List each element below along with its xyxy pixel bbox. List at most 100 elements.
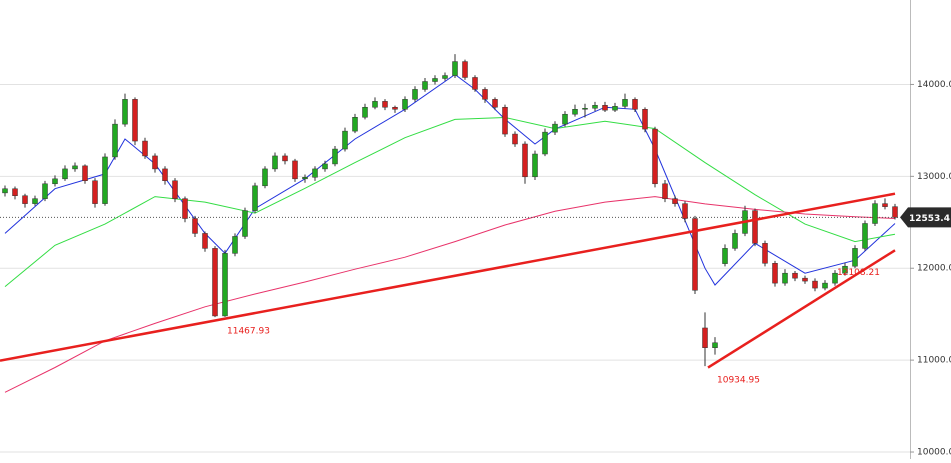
candle-body xyxy=(672,198,678,204)
candle-body xyxy=(442,75,448,79)
candle-body xyxy=(402,99,408,110)
candle-body xyxy=(332,148,338,165)
candle-body xyxy=(412,89,418,100)
candle-body xyxy=(312,168,318,178)
candle-body xyxy=(502,106,508,135)
candle-body xyxy=(532,153,538,178)
candle-body xyxy=(552,123,558,133)
candle-body xyxy=(652,128,658,185)
candle-body xyxy=(512,133,518,145)
candle-body xyxy=(872,203,878,224)
candle-body xyxy=(272,155,278,170)
candle-body xyxy=(782,272,788,284)
candle-body xyxy=(492,99,498,108)
candle-body xyxy=(182,198,188,219)
candle-body xyxy=(612,106,618,111)
candle-body xyxy=(292,160,298,180)
candle-body xyxy=(792,272,798,279)
moving-average-line xyxy=(4,116,896,287)
candle-body xyxy=(852,248,858,267)
candle-body xyxy=(392,106,398,110)
candle-body xyxy=(702,327,708,348)
candle-body xyxy=(732,233,738,249)
annotation-label: 10934.95 xyxy=(717,376,760,386)
candle-body xyxy=(522,143,528,178)
y-tick-label: 10000.00 xyxy=(917,448,951,458)
candle-body xyxy=(62,168,68,180)
candle-body xyxy=(482,89,488,100)
y-tick-label: 13000.00 xyxy=(917,172,951,182)
candle-body xyxy=(222,253,228,317)
candle-body xyxy=(592,105,598,109)
candle-body xyxy=(842,265,848,274)
trend-line xyxy=(707,249,896,369)
candle-body xyxy=(382,101,388,108)
candle-body xyxy=(32,198,38,204)
candle-body xyxy=(472,77,478,90)
candle-body xyxy=(452,61,458,76)
candle-body xyxy=(232,236,238,254)
candle-body xyxy=(162,168,168,182)
candle-body xyxy=(12,188,18,196)
candle-body xyxy=(682,203,688,219)
candle-body xyxy=(602,105,608,111)
candle-body xyxy=(342,130,348,150)
candle-body xyxy=(212,248,218,317)
candle-body xyxy=(432,78,438,82)
candle-body xyxy=(372,101,378,108)
candle-body xyxy=(42,183,48,199)
y-tick-label: 12000.00 xyxy=(917,264,951,274)
y-tick-label: 14000.00 xyxy=(917,80,951,90)
candle-body xyxy=(2,188,8,194)
candle-body xyxy=(662,183,668,199)
candle-body xyxy=(92,180,98,204)
annotation-label: 12108.21 xyxy=(837,268,880,278)
candle-body xyxy=(132,99,138,142)
candle-body xyxy=(882,203,888,207)
candle-body xyxy=(752,210,758,244)
candle-body xyxy=(82,165,88,182)
candle-body xyxy=(152,155,158,170)
candle-body xyxy=(112,123,118,158)
candle-body xyxy=(762,243,768,264)
candle-body xyxy=(352,117,358,132)
candle-body xyxy=(262,168,268,187)
candle-body xyxy=(562,113,568,125)
candle-body xyxy=(832,272,838,284)
candle-body xyxy=(582,107,588,110)
annotation-label: 11467.93 xyxy=(227,327,270,337)
candle-body xyxy=(642,109,648,130)
candle-body xyxy=(72,165,78,170)
candle-body xyxy=(192,218,198,234)
candle-body xyxy=(822,282,828,289)
candle-body xyxy=(462,61,468,78)
candle-body xyxy=(22,195,28,204)
candle-body xyxy=(122,99,128,125)
candle-body xyxy=(722,248,728,264)
candle-body xyxy=(632,99,638,110)
moving-average-line xyxy=(4,196,896,393)
candle-body xyxy=(142,140,148,157)
candle-body xyxy=(712,342,718,348)
y-tick-label: 11000.00 xyxy=(917,356,951,366)
candle-body xyxy=(622,99,628,107)
candle-body xyxy=(692,218,698,291)
candle-body xyxy=(102,156,108,204)
candle-body xyxy=(542,131,548,155)
candle-body xyxy=(802,277,808,282)
candle-body xyxy=(282,155,288,162)
candle-body xyxy=(572,109,578,115)
price-tag-label: 12553.4 xyxy=(909,214,950,224)
candle-body xyxy=(322,163,328,170)
candle-body xyxy=(302,177,308,180)
candle-body xyxy=(772,263,778,284)
moving-average-line xyxy=(4,73,896,286)
candle-body xyxy=(892,206,898,218)
candle-body xyxy=(362,106,368,118)
candle-body xyxy=(52,178,58,185)
candle-body xyxy=(242,210,248,237)
candle-body xyxy=(252,185,258,211)
candle-body xyxy=(862,223,868,249)
